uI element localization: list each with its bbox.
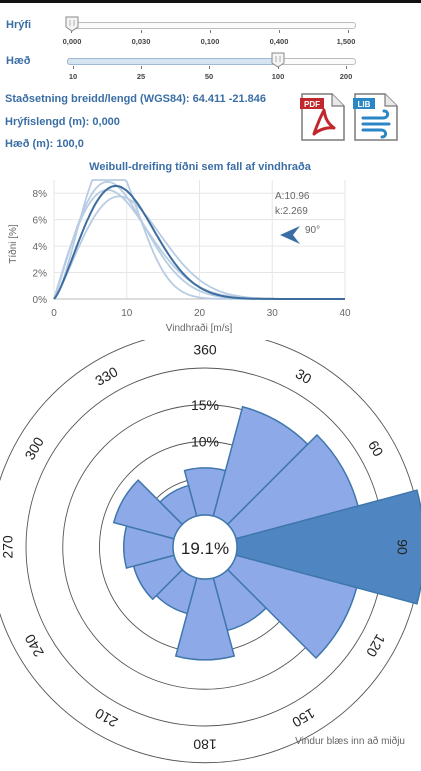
chart-title: Weibull-dreifing tíðni sem fall af vindh… xyxy=(89,161,312,173)
center-percentage: 19.1% xyxy=(181,539,229,558)
roughness-slider[interactable]: 0,000 0,030 0,100 0,400 1,500 xyxy=(62,16,362,48)
y-axis-label: Tíðni [%] xyxy=(7,224,19,264)
pdf-download-icon[interactable]: PDF xyxy=(300,92,346,142)
height-slider-fill xyxy=(67,58,280,65)
location-text: Staðsetning breidd/lengd (WGS84): 64.411… xyxy=(5,93,267,105)
direction-label: 300 xyxy=(21,434,47,462)
center-circle xyxy=(172,514,238,580)
roughness-tick-label: 0,100 xyxy=(200,37,220,46)
roughness-length-text: Hrýfislengd (m): 0,000 xyxy=(5,116,120,128)
y-tick-label: 0% xyxy=(33,295,48,306)
weibull-chart: Weibull-dreifing tíðni sem fall af vindh… xyxy=(7,161,351,334)
x-tick-label: 30 xyxy=(267,308,279,319)
direction-label: 180 xyxy=(193,736,217,752)
svg-text:PDF: PDF xyxy=(304,100,320,109)
height-tick-label: 200 xyxy=(339,72,353,81)
x-tick-label: 20 xyxy=(194,308,206,319)
direction-label: 360 xyxy=(193,342,217,358)
direction-label: 120 xyxy=(363,632,389,660)
direction-label: 330 xyxy=(92,363,120,389)
roughness-slider-thumb[interactable] xyxy=(65,16,79,32)
direction-label: 60 xyxy=(365,438,387,460)
wind-direction-annotation: 90° xyxy=(305,225,320,236)
weibull-k-annotation: k:2.269 xyxy=(275,206,308,217)
height-slider-label: Hæð xyxy=(6,55,31,67)
height-tick-label: 50 xyxy=(204,72,214,81)
height-slider-thumb[interactable] xyxy=(271,52,285,68)
wind-rose-chart: 5%10%15% 3603060901201501802102402703003… xyxy=(0,340,421,764)
x-axis-label: Vindhraði [m/s] xyxy=(166,322,233,334)
roughness-tick-label: 0,400 xyxy=(269,37,289,46)
y-tick-label: 8% xyxy=(33,189,48,200)
direction-label: 150 xyxy=(289,705,317,731)
height-tick-label: 10 xyxy=(68,72,78,81)
y-tick-label: 2% xyxy=(33,269,48,280)
height-tick-label: 25 xyxy=(136,72,146,81)
x-tick-label: 40 xyxy=(339,308,351,319)
direction-label: 240 xyxy=(21,631,47,659)
ring-label: 15% xyxy=(191,397,219,413)
svg-text:LIB: LIB xyxy=(358,100,371,109)
direction-label: 30 xyxy=(293,365,315,387)
x-tick-label: 0 xyxy=(51,308,57,319)
height-tick-label: 100 xyxy=(271,72,285,81)
ring-label: 10% xyxy=(191,434,219,450)
direction-label: 90 xyxy=(394,539,410,555)
y-tick-label: 6% xyxy=(33,216,48,227)
y-tick-label: 4% xyxy=(33,242,48,253)
height-text: Hæð (m): 100,0 xyxy=(5,138,84,150)
roughness-slider-track[interactable] xyxy=(67,22,356,29)
wind-direction-arrow-icon xyxy=(280,226,300,244)
height-slider[interactable]: 10 25 50 100 200 xyxy=(62,52,362,84)
weibull-a-annotation: A:10.96 xyxy=(275,191,310,202)
top-border xyxy=(0,0,421,3)
roughness-slider-label: Hrýfi xyxy=(6,19,32,31)
weibull-series-line-selected xyxy=(53,184,345,300)
direction-label: 270 xyxy=(0,535,16,559)
wind-rose-footer: Vindur blæs inn að miðju xyxy=(295,735,405,747)
roughness-tick-label: 1,500 xyxy=(336,37,356,46)
roughness-tick-label: 0,030 xyxy=(131,37,151,46)
lib-download-icon[interactable]: LIB xyxy=(353,92,399,142)
x-tick-label: 10 xyxy=(121,308,133,319)
direction-label: 210 xyxy=(92,705,120,731)
roughness-tick-label: 0,000 xyxy=(62,37,82,46)
